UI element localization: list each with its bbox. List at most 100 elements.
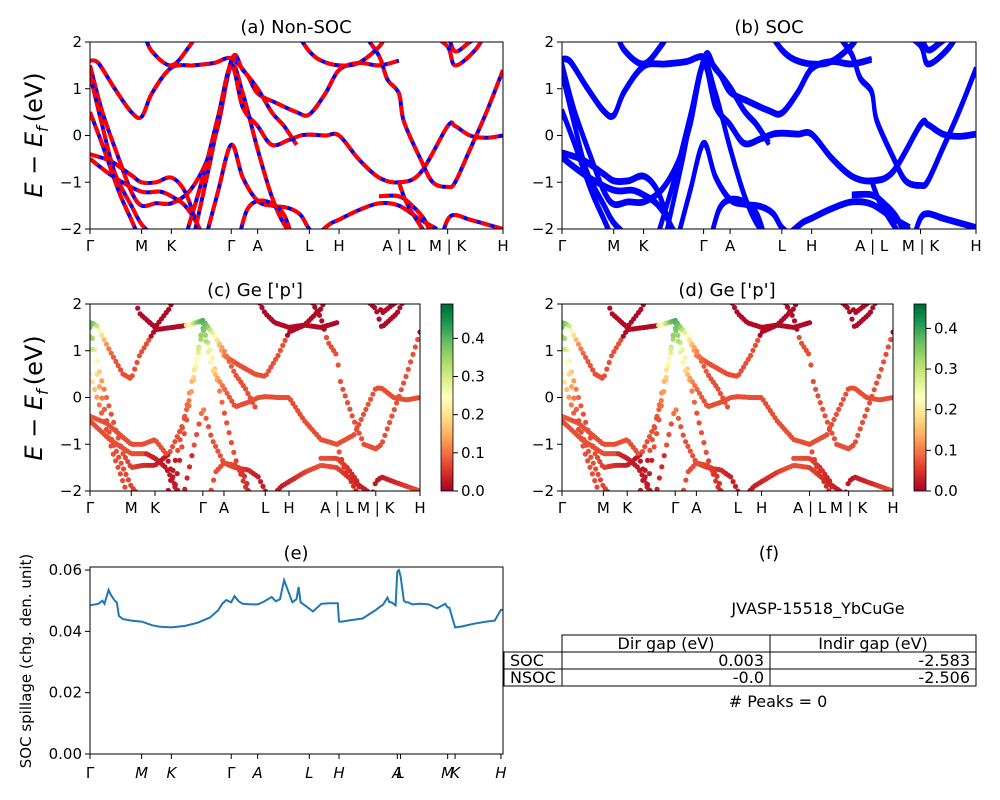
projection-point: [222, 386, 228, 392]
band-line-nonsoc: [448, 42, 474, 54]
projection-point: [585, 458, 591, 464]
projection-point: [399, 295, 404, 300]
xtick-label: K: [150, 499, 161, 517]
projection-point: [875, 294, 880, 299]
projection-point: [580, 411, 586, 417]
projection-point: [365, 299, 370, 304]
xtick-label: A: [391, 764, 402, 782]
projection-point: [575, 341, 582, 347]
projection-point: [696, 353, 702, 359]
ytick-label: 2: [72, 295, 82, 313]
projection-point: [177, 457, 183, 463]
xtick-label: L: [261, 499, 270, 517]
projection-point: [642, 498, 647, 503]
projection-point: [793, 304, 799, 308]
projection-point: [243, 386, 249, 392]
projection-point: [186, 403, 192, 409]
projection-point: [245, 390, 251, 397]
projection-point: [181, 431, 187, 437]
projection-point: [818, 474, 825, 480]
projection-point: [694, 410, 700, 416]
projection-point: [578, 346, 584, 352]
projection-point: [691, 399, 698, 405]
projection-point: [270, 495, 275, 500]
xtick-label: A: [219, 499, 230, 517]
projection-point: [120, 451, 126, 457]
panel-b-title: (b) SOC: [734, 17, 803, 38]
projection-point: [592, 478, 598, 484]
projection-point: [136, 353, 142, 359]
projection-point: [606, 359, 612, 366]
projection-point: [691, 345, 698, 351]
projection-point: [214, 337, 220, 343]
projection-point: [172, 484, 178, 490]
projection-point: [120, 478, 126, 484]
panel-e-ylabel: SOC spillage (chg. den. unit): [17, 554, 35, 769]
panel-c-colorbar-ticks: 0.0 0.1 0.2 0.3 0.4: [453, 329, 485, 500]
projection-point: [125, 491, 130, 496]
projection-point: [340, 386, 346, 392]
panel-c-yticks: 2 1 0 −1 −2: [60, 295, 90, 500]
projection-point: [828, 493, 833, 498]
projection-point: [172, 457, 178, 463]
band-line-split: [562, 59, 766, 229]
band-line-split: [915, 42, 955, 65]
projection-point: [275, 352, 281, 359]
projection-point: [784, 304, 791, 310]
projection-point: [833, 411, 840, 417]
projection-point: [862, 413, 868, 419]
projection-point: [890, 488, 893, 491]
projection-point: [163, 498, 168, 503]
projection-point: [829, 430, 835, 436]
projection-point: [195, 346, 201, 352]
projection-point: [752, 342, 759, 348]
projection-point: [374, 309, 380, 315]
projection-point: [221, 410, 227, 416]
projection-point: [755, 337, 761, 343]
panel-c-ylabel-unit: (eV): [20, 335, 48, 385]
projection-point: [646, 292, 651, 297]
projection-point: [108, 443, 114, 449]
projection-point: [665, 360, 672, 366]
projection-point: [92, 386, 98, 393]
projection-point: [659, 464, 665, 470]
projection-point: [566, 394, 572, 400]
projection-point: [607, 305, 613, 311]
projection-point: [656, 406, 662, 413]
projection-point: [94, 394, 100, 400]
projection-point: [670, 336, 676, 342]
projection-point: [650, 493, 655, 498]
projection-point: [226, 394, 232, 400]
projection-point: [282, 337, 288, 343]
projection-point: [175, 447, 181, 453]
projection-point: [273, 356, 279, 362]
projection-point: [661, 453, 667, 459]
panel-a-bands: [90, 42, 503, 229]
projection-point: [191, 374, 197, 381]
band-line-split: [841, 42, 976, 187]
projection-point: [339, 456, 345, 463]
band-line-nonsoc: [185, 63, 503, 229]
projection-point: [116, 454, 122, 460]
projection-point: [817, 400, 823, 406]
projection-point: [194, 431, 200, 438]
projection-point: [250, 494, 255, 499]
projection-point: [585, 358, 591, 365]
projection-point: [210, 355, 216, 361]
projection-point: [571, 378, 577, 384]
projection-point: [867, 400, 873, 406]
projection-point: [682, 355, 688, 361]
xtick-label: H: [283, 499, 294, 517]
projection-point: [348, 478, 354, 485]
projection-point: [360, 411, 367, 417]
panel-e-xticks: Γ M K Γ A L H AL MK H: [86, 754, 507, 782]
projection-point: [402, 294, 407, 299]
projection-point: [402, 296, 407, 301]
colorbar-tick-label: 0.4: [934, 319, 958, 337]
projection-point: [259, 304, 265, 311]
xtick-label: K: [639, 237, 650, 255]
panel-a-ylabel-main: E − E: [20, 131, 48, 198]
projection-point: [872, 295, 877, 300]
projection-point: [847, 309, 853, 315]
